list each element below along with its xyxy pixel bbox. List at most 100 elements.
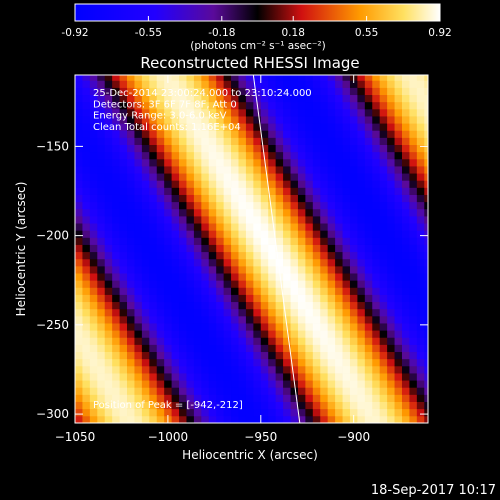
heatmap-pixel bbox=[223, 280, 232, 288]
heatmap-pixel bbox=[82, 87, 91, 96]
heatmap-pixel bbox=[164, 251, 173, 260]
heatmap-pixel bbox=[335, 101, 343, 110]
heatmap-pixel bbox=[119, 158, 128, 167]
heatmap-pixel bbox=[193, 237, 202, 245]
heatmap-pixel bbox=[372, 80, 381, 88]
heatmap-pixel bbox=[216, 215, 225, 224]
heatmap-pixel bbox=[82, 166, 91, 174]
heatmap-pixel bbox=[349, 265, 358, 274]
heatmap-pixel bbox=[424, 244, 428, 253]
heatmap-pixel bbox=[342, 380, 351, 388]
heatmap-pixel bbox=[394, 294, 403, 303]
heatmap-pixel bbox=[171, 265, 180, 274]
heatmap-pixel bbox=[335, 387, 343, 395]
heatmap-pixel bbox=[149, 273, 158, 281]
heatmap-pixel bbox=[97, 75, 106, 81]
heatmap-pixel bbox=[75, 294, 83, 303]
heatmap-pixel bbox=[231, 151, 239, 160]
heatmap-pixel bbox=[149, 94, 158, 103]
heatmap-pixel bbox=[89, 137, 98, 145]
heatmap-pixel bbox=[275, 273, 284, 281]
heatmap-pixel bbox=[201, 280, 210, 288]
heatmap-pixel bbox=[416, 408, 425, 417]
heatmap-pixel bbox=[275, 158, 284, 167]
heatmap-pixel bbox=[238, 308, 247, 317]
heatmap-pixel bbox=[134, 75, 143, 81]
heatmap-pixel bbox=[297, 380, 306, 388]
heatmap-pixel bbox=[349, 116, 358, 124]
heatmap-pixel bbox=[127, 287, 135, 295]
heatmap-pixel bbox=[231, 244, 239, 253]
heatmap-pixel bbox=[297, 273, 306, 281]
heatmap-pixel bbox=[193, 351, 202, 360]
heatmap-pixel bbox=[119, 94, 128, 103]
heatmap-pixel bbox=[141, 265, 150, 274]
heatmap-pixel bbox=[394, 408, 403, 417]
heatmap-pixel bbox=[97, 394, 106, 402]
heatmap-pixel bbox=[342, 415, 351, 423]
heatmap-pixel bbox=[357, 87, 366, 96]
heatmap-pixel bbox=[320, 244, 329, 253]
heatmap-pixel bbox=[379, 280, 388, 288]
heatmap-pixel bbox=[297, 187, 306, 195]
heatmap-pixel bbox=[253, 401, 262, 410]
heatmap-pixel bbox=[134, 380, 143, 388]
heatmap-pixel bbox=[349, 230, 358, 238]
heatmap-pixel bbox=[305, 294, 314, 303]
heatmap-pixel bbox=[253, 158, 262, 167]
heatmap-pixel bbox=[149, 323, 158, 331]
heatmap-pixel bbox=[342, 173, 351, 181]
heatmap-pixel bbox=[260, 315, 269, 324]
heatmap-pixel bbox=[134, 144, 143, 153]
heatmap-pixel bbox=[290, 301, 299, 310]
heatmap-pixel bbox=[394, 308, 403, 317]
heatmap-pixel bbox=[387, 344, 395, 353]
heatmap-pixel bbox=[349, 365, 358, 374]
heatmap-pixel bbox=[97, 137, 106, 145]
heatmap-pixel bbox=[372, 87, 381, 96]
heatmap-pixel bbox=[245, 287, 254, 295]
heatmap-pixel bbox=[134, 187, 143, 195]
heatmap-pixel bbox=[156, 237, 165, 245]
heatmap-pixel bbox=[409, 130, 418, 138]
heatmap-pixel bbox=[223, 394, 232, 402]
heatmap-pixel bbox=[290, 215, 299, 224]
heatmap-pixel bbox=[127, 401, 135, 410]
heatmap-pixel bbox=[283, 337, 291, 345]
heatmap-pixel bbox=[379, 251, 388, 260]
heatmap-pixel bbox=[364, 365, 373, 374]
footer-timestamp: 18-Sep-2017 10:17 bbox=[371, 483, 496, 498]
heatmap-pixel bbox=[327, 230, 336, 238]
heatmap-pixel bbox=[327, 108, 336, 117]
heatmap-pixel bbox=[216, 80, 225, 88]
colorbar-tick-label: 0.92 bbox=[428, 27, 451, 39]
heatmap-pixel bbox=[149, 258, 158, 267]
heatmap-pixel bbox=[179, 158, 187, 167]
heatmap-pixel bbox=[127, 351, 135, 360]
heatmap-pixel bbox=[253, 251, 262, 260]
heatmap-pixel bbox=[164, 130, 173, 138]
heatmap-pixel bbox=[149, 223, 158, 231]
heatmap-pixel bbox=[290, 130, 299, 138]
heatmap-pixel bbox=[327, 173, 336, 181]
heatmap-pixel bbox=[357, 287, 366, 295]
heatmap-pixel bbox=[424, 116, 428, 124]
heatmap-pixel bbox=[201, 194, 210, 203]
heatmap-pixel bbox=[82, 330, 91, 338]
heatmap-pixel bbox=[127, 108, 135, 117]
heatmap-pixel bbox=[141, 80, 150, 88]
heatmap-pixel bbox=[364, 358, 373, 367]
heatmap-pixel bbox=[312, 280, 321, 288]
heatmap-pixel bbox=[238, 401, 247, 410]
heatmap-pixel bbox=[127, 337, 135, 345]
heatmap-pixel bbox=[409, 208, 418, 217]
heatmap-pixel bbox=[186, 201, 195, 210]
heatmap-pixel bbox=[82, 75, 91, 81]
heatmap-pixel bbox=[364, 237, 373, 245]
heatmap-pixel bbox=[297, 244, 306, 253]
heatmap-pixel bbox=[201, 258, 210, 267]
heatmap-pixel bbox=[179, 123, 187, 131]
heatmap-pixel bbox=[364, 244, 373, 253]
y-axis-label: Heliocentric Y (arcsec) bbox=[14, 182, 28, 317]
heatmap-pixel bbox=[238, 166, 247, 174]
